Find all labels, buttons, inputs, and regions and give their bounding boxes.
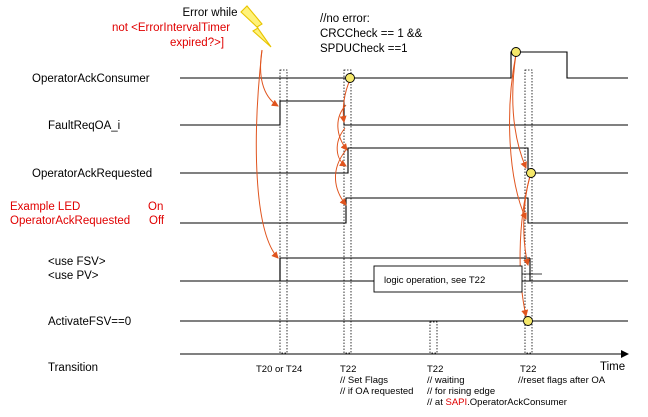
causal-arrows	[255, 49, 531, 317]
label-use-pv: <use PV>	[48, 270, 99, 282]
no-error-line2: CRCCheck == 1 &&	[320, 28, 423, 40]
tick-t22-a-note2: // if OA requested	[340, 386, 413, 397]
arrow-requested-to-activate	[519, 175, 531, 317]
error-annotation: Error while not <ErrorIntervalTimer expi…	[112, 7, 238, 49]
lightning-icon	[240, 5, 272, 48]
label-example-led-on: On	[148, 201, 163, 213]
label-operator-ack-consumer: OperatorAckConsumer	[32, 73, 150, 85]
tick-t22-b-note1: // waiting	[427, 375, 465, 386]
logic-box: logic operation, see T22	[373, 265, 542, 293]
error-line2: not <ErrorIntervalTimer	[112, 22, 230, 34]
tick-t22-c-note1: //reset flags after OA	[518, 375, 606, 386]
tick-t20-t24: T20 or T24	[256, 364, 302, 375]
logic-box-label: logic operation, see T22	[384, 275, 485, 286]
no-error-line3: SPDUCheck ==1	[320, 43, 408, 55]
label-use-fsv: <use FSV>	[48, 256, 106, 268]
tick-t22-b: T22	[427, 364, 443, 375]
label-operator-ack-requested: OperatorAckRequested	[32, 168, 152, 180]
no-error-line1: //no error:	[320, 13, 370, 25]
signal-labels: OperatorAckConsumer FaultReqOA_i Operato…	[10, 73, 165, 374]
wave-example-led	[180, 197, 628, 224]
tick-t22-c: T22	[520, 364, 536, 375]
marker-rising-consumer	[511, 47, 521, 57]
arrow-requested-to-led	[334, 149, 347, 206]
tick-t22-b-note3-prefix: // at	[427, 397, 445, 408]
label-example-led: Example LED	[10, 201, 80, 213]
label-example-led-off: Off	[149, 215, 165, 227]
label-fault-req-oa: FaultReqOA_i	[48, 120, 120, 132]
arrow-noerr-to-fault-req	[339, 79, 351, 123]
column-t22-reset	[524, 69, 533, 354]
label-activate-fsv: ActivateFSV==0	[48, 316, 131, 328]
tick-t22-a: T22	[340, 364, 356, 375]
label-example-led-requested: OperatorAckRequested	[10, 215, 130, 227]
wave-operator-ack-requested	[180, 147, 628, 174]
no-error-annotation: //no error: CRCCheck == 1 && SPDUCheck =…	[320, 13, 423, 55]
error-line3: expired?>]	[170, 37, 224, 49]
wave-fault-req-oa	[180, 100, 628, 126]
error-line1: Error while	[183, 7, 238, 19]
tick-t22-b-note2: // for rising edge	[427, 386, 495, 397]
column-t22-set-flags	[343, 69, 352, 354]
time-label: Time	[600, 361, 625, 373]
event-markers	[345, 47, 536, 326]
waveforms	[180, 51, 628, 322]
wave-operator-ack-consumer	[180, 51, 628, 79]
column-t20-t24	[279, 69, 288, 354]
column-t22-waiting	[429, 321, 438, 354]
transition-columns	[279, 69, 533, 354]
marker-noerr-consumer	[345, 73, 355, 83]
tick-t22-a-note1: // Set Flags	[340, 375, 388, 386]
arrow-error-to-use-fsv	[255, 49, 279, 259]
arrow-consumer-to-requested	[512, 53, 527, 169]
arrow-fault-req-to-requested	[337, 104, 348, 151]
marker-activate-fsv	[523, 316, 533, 326]
tick-t22-b-note3-tail: .OperatorAckConsumer	[467, 397, 567, 408]
label-transition: Transition	[48, 362, 98, 374]
marker-requested-falling	[526, 168, 536, 178]
arrow-consumer-to-led	[509, 53, 527, 220]
tick-t22-b-note3-sapi: SAPI	[445, 397, 467, 408]
arrow-fault-req-to-led	[336, 127, 347, 167]
tick-t22-b-note3: // at SAPI.OperatorAckConsumer	[427, 397, 567, 408]
axis-labels: Time T20 or T24 T22 // Set Flags // if O…	[256, 361, 625, 408]
